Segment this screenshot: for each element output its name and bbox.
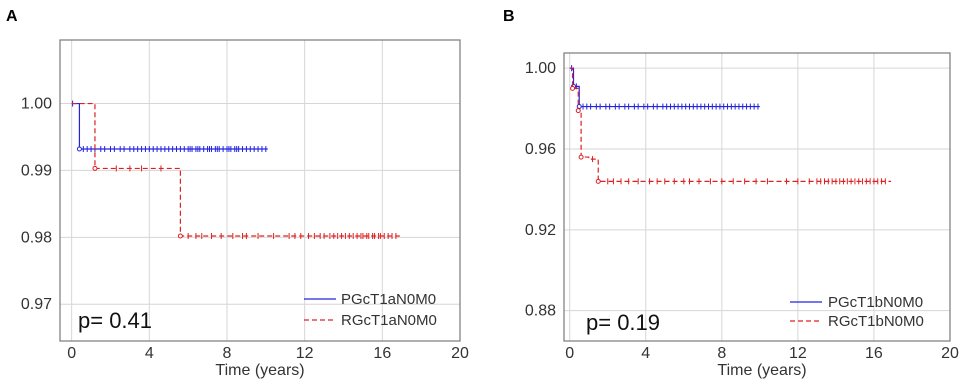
x-tick-label: 4	[641, 345, 650, 362]
legend-a: PGcT1aN0M0 RGcT1aN0M0	[304, 291, 437, 329]
x-tick-label: 16	[373, 345, 391, 362]
series-line-1	[71, 102, 400, 237]
x-tick-label: 12	[789, 345, 807, 362]
event-marker	[595, 178, 601, 184]
x-tick-label: 20	[451, 345, 469, 362]
y-tick-label: 1.00	[525, 60, 556, 77]
y-tick-label: 0.88	[525, 303, 556, 320]
x-tick-label: 20	[941, 345, 959, 362]
y-tick-label: 0.96	[525, 141, 556, 158]
x-tick-label: 0	[67, 345, 76, 362]
panel-a: A 0.97 0.98 0.99 1.00 0 4 8 12 16 20 Time (years…	[6, 8, 469, 379]
y-tick-label: 1.00	[21, 96, 52, 113]
legend-label-b-0: PGcT1bN0M0	[828, 294, 923, 311]
legend-label-a-0: PGcT1aN0M0	[341, 291, 436, 308]
event-marker	[570, 85, 576, 91]
x-tick-label: 0	[565, 345, 574, 362]
x-ticks-b: 0 4 8 12 16 20	[565, 345, 959, 362]
panel-label-b: B	[503, 8, 515, 25]
event-marker	[92, 165, 98, 171]
x-tick-label: 16	[865, 345, 883, 362]
panel-label-a: A	[6, 8, 18, 25]
legend-label-b-1: RGcT1bN0M0	[828, 313, 924, 330]
grid-b	[564, 53, 950, 341]
y-tick-label: 0.97	[21, 296, 52, 313]
x-tick-label: 8	[223, 345, 232, 362]
grid-a	[60, 40, 460, 341]
y-tick-label: 0.92	[525, 222, 556, 239]
event-marker	[177, 233, 183, 239]
series-line-0	[71, 102, 268, 150]
series-line-1	[569, 67, 892, 182]
plot-frame-a	[59, 39, 461, 342]
plot-data-b	[569, 65, 892, 185]
x-axis-title-a: Time (years)	[215, 362, 304, 379]
x-axis-title-b: Time (years)	[717, 362, 806, 379]
plot-frame-b	[563, 52, 951, 342]
panel-b: B 0.88 0.92 0.96 1.00 0 4 8 12 16 20 Time (years…	[503, 8, 959, 379]
event-marker	[76, 146, 82, 152]
x-tick-label: 12	[296, 345, 314, 362]
x-tick-label: 4	[145, 345, 154, 362]
legend-label-a-1: RGcT1aN0M0	[341, 312, 437, 329]
p-value-a: p= 0.41	[78, 308, 152, 333]
y-tick-label: 0.99	[21, 162, 52, 179]
y-ticks-b: 0.88 0.92 0.96 1.00	[525, 60, 556, 320]
event-marker	[578, 154, 584, 160]
y-ticks-a: 0.97 0.98 0.99 1.00	[21, 96, 52, 314]
y-tick-label: 0.98	[21, 229, 52, 246]
plot-data-a	[71, 100, 400, 239]
x-ticks-a: 0 4 8 12 16 20	[67, 345, 469, 362]
p-value-b: p= 0.19	[586, 310, 660, 335]
series-line-0	[569, 67, 760, 108]
legend-b: PGcT1bN0M0 RGcT1bN0M0	[790, 294, 924, 330]
x-tick-label: 8	[717, 345, 726, 362]
event-marker	[575, 108, 581, 114]
